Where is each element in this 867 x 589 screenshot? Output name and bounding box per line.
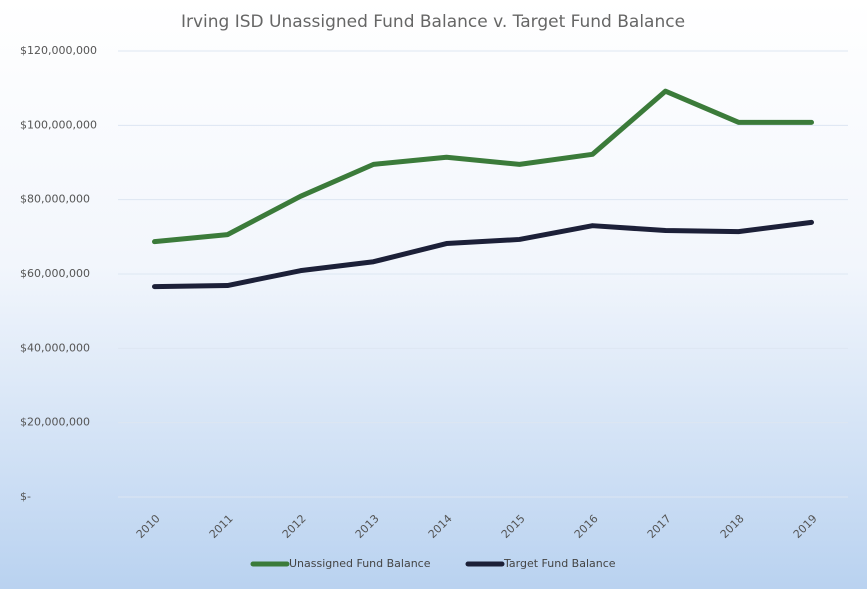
- y-tick-label: $-: [20, 490, 31, 503]
- line-series: [152, 219, 814, 290]
- chart-title: Irving ISD Unassigned Fund Balance v. Ta…: [181, 12, 685, 32]
- legend-label: Unassigned Fund Balance: [289, 557, 431, 570]
- y-tick-label: $60,000,000: [20, 267, 90, 280]
- y-tick-label: $40,000,000: [20, 341, 90, 354]
- line-series: [152, 88, 814, 245]
- y-tick-label: $120,000,000: [20, 44, 97, 57]
- y-tick-label: $100,000,000: [20, 118, 97, 131]
- y-tick-label: $80,000,000: [20, 193, 90, 206]
- legend-label: Target Fund Balance: [503, 557, 616, 570]
- y-tick-label: $20,000,000: [20, 416, 90, 429]
